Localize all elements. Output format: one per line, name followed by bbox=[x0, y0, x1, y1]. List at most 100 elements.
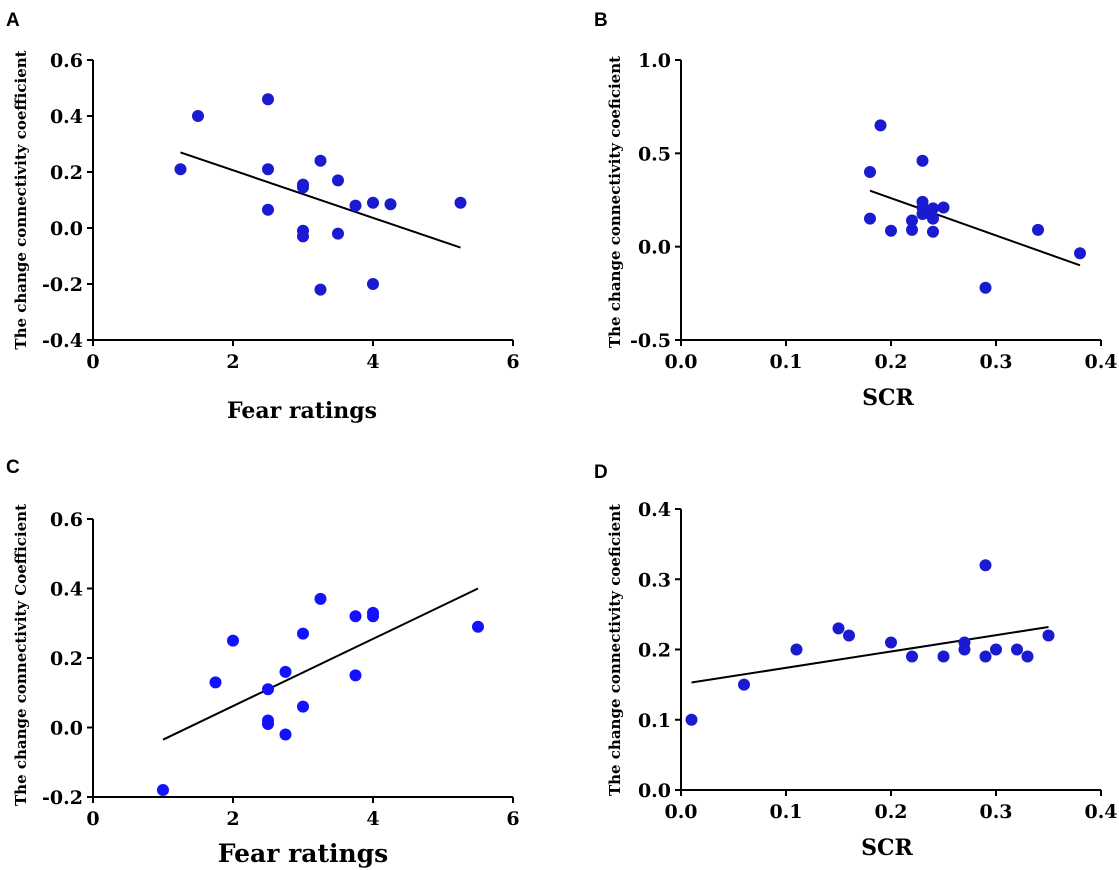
panel-c-data-point bbox=[349, 669, 362, 682]
panel-a-data-point bbox=[262, 93, 274, 106]
panel-b-plot: -0.50.00.51.00.0 0.1 0.2 0.3 0.4 bbox=[630, 50, 1117, 373]
panel-d-x-tick-label: 0.4 bbox=[1084, 801, 1117, 823]
panel-a-y-tick-label: 0.2 bbox=[50, 162, 83, 184]
panel-b-data-point bbox=[864, 166, 876, 178]
panel-letter-a: A bbox=[6, 10, 20, 31]
panel-b-y-tick-label: -0.5 bbox=[630, 330, 671, 352]
panel-a-data-point bbox=[349, 199, 362, 212]
panel-b-data-point bbox=[937, 201, 950, 214]
panel-a-data-point bbox=[367, 196, 379, 209]
panel-b-data-point bbox=[1032, 223, 1044, 236]
panel-b-data-point bbox=[885, 224, 897, 237]
panel-d-plot: 0.0 0.1 0.2 0.3 0.4 0.0 0.1 0.2 0.3 0.4 bbox=[638, 499, 1118, 823]
panel-c-data-point bbox=[262, 718, 274, 731]
panel-d-y-tick-label: 0.4 bbox=[638, 499, 671, 521]
panel-d-data-point bbox=[979, 650, 992, 663]
panel-d-data-point bbox=[685, 713, 698, 726]
panel-c-data-point bbox=[209, 676, 222, 689]
panel-d-fit-line bbox=[691, 626, 1049, 684]
panel-c-y-title: The change connectivity Coefficient bbox=[12, 504, 30, 806]
panel-c-x-tick-label: 6 bbox=[506, 808, 519, 830]
panel-a-y-tick-label: 0.6 bbox=[50, 50, 83, 72]
panel-b-data-point bbox=[906, 223, 918, 236]
panel-d-data-point bbox=[790, 643, 803, 656]
panel-c-data-point bbox=[157, 784, 169, 797]
panel-b-y-tick-label: 0.5 bbox=[638, 143, 671, 165]
panel-c-y-tick-label: 0.2 bbox=[50, 648, 83, 670]
panel-c-x-tick-label: 2 bbox=[226, 808, 239, 830]
panel-d-data-point bbox=[843, 629, 855, 642]
panel-c-data-point bbox=[314, 592, 327, 605]
panel-d-data-point bbox=[906, 650, 918, 663]
panel-b-data-point bbox=[927, 225, 939, 238]
panel-c-y-tick-label: 0.4 bbox=[50, 579, 83, 601]
panel-d-x-tick-label: 0.0 bbox=[664, 801, 697, 823]
panel-a-x-tick-label: 4 bbox=[366, 351, 379, 373]
panel-d-y-tick-label: 0.3 bbox=[638, 569, 671, 591]
panel-d-data-point bbox=[990, 643, 1002, 656]
panel-a-y-tick-label: 0.0 bbox=[50, 218, 83, 240]
panel-c-data-point bbox=[349, 610, 362, 623]
panel-c-y-tick-label: -0.2 bbox=[42, 787, 83, 809]
panel-letter-d: D bbox=[594, 462, 608, 483]
panel-d-data-point bbox=[885, 636, 897, 649]
panel-a-data-point bbox=[297, 181, 309, 194]
panel-c-x-tick-label: 0 bbox=[86, 808, 99, 830]
panel-d-x-tick-label: 0.1 bbox=[769, 801, 802, 823]
panel-d-x-tick-label: 0.3 bbox=[979, 801, 1012, 823]
panel-b-data-point bbox=[927, 202, 939, 215]
panel-a-data-point bbox=[367, 278, 379, 290]
panel-a-data-point bbox=[192, 110, 204, 122]
panel-b-fit-line bbox=[869, 189, 1081, 267]
panel-b: B -0.50.00.51.00.0 0.1 0.2 0.3 0.4 SCR The c… bbox=[594, 10, 1118, 411]
panel-c-x-tick-label: 4 bbox=[366, 808, 379, 830]
panel-a-y-tick-label: 0.4 bbox=[50, 106, 83, 128]
panel-a: A -0.4-0.20.00.20.40.60 2 4 6 Fear ratings … bbox=[6, 10, 520, 424]
panel-d-data-point bbox=[832, 622, 845, 635]
panel-d-data-point bbox=[937, 650, 950, 663]
panel-c-data-point bbox=[279, 665, 292, 678]
panel-a-data-point bbox=[314, 154, 327, 167]
panel-a-data-point bbox=[174, 163, 187, 176]
panel-letter-b: B bbox=[594, 10, 608, 31]
panel-a-data-point bbox=[262, 203, 274, 216]
panel-b-data-point bbox=[979, 281, 992, 294]
panel-letter-c: C bbox=[6, 457, 20, 478]
panel-c-y-tick-label: 0.6 bbox=[50, 509, 83, 531]
panel-d-y-title: The change connectivity coeficient bbox=[606, 504, 624, 796]
panel-b-y-tick-label: 0.0 bbox=[638, 237, 671, 259]
panel-b-y-title: The change connectivity coeficient bbox=[606, 56, 624, 348]
panel-b-x-tick-label: 0.2 bbox=[874, 351, 907, 373]
panel-c-y-tick-label: 0.0 bbox=[50, 718, 83, 740]
panel-b-data-point bbox=[927, 212, 939, 225]
panel-d-x-tick-label: 0.2 bbox=[874, 801, 907, 823]
panel-d-y-tick-label: 0.2 bbox=[638, 640, 671, 662]
panel-d-data-point bbox=[979, 559, 992, 572]
panel-b-data-point bbox=[916, 154, 929, 167]
panel-c-plot: -0.2 0.0 0.2 0.4 0.6 0 2 4 6 bbox=[42, 509, 520, 830]
panel-b-x-tick-label: 0.3 bbox=[979, 351, 1012, 373]
panel-c-data-point bbox=[472, 620, 484, 633]
panel-c-data-point bbox=[279, 728, 292, 741]
panel-c-data-point bbox=[367, 610, 379, 623]
panel-c: C -0.2 0.0 0.2 0.4 0.6 0 2 4 6 Fear ratings The … bbox=[6, 457, 520, 868]
panel-c-fit-line bbox=[162, 587, 479, 741]
panel-b-data-point bbox=[1074, 247, 1086, 260]
panel-d-y-tick-label: 0.0 bbox=[638, 780, 671, 802]
panel-a-y-title: The change connectivity coefficient bbox=[12, 50, 30, 349]
panel-d-data-point bbox=[738, 678, 750, 691]
panel-a-plot: -0.4 -0.2 0.0 0.2 0.4 0.6 0 2 4 6 bbox=[42, 50, 520, 373]
panel-a-y-tick-label: -0.4 bbox=[42, 330, 83, 352]
panel-a-data-point bbox=[262, 163, 274, 176]
panel-d-y-tick-label: 0.1 bbox=[638, 710, 671, 732]
panel-d-data-point bbox=[1021, 650, 1034, 663]
panel-a-x-title: Fear ratings bbox=[227, 398, 377, 424]
panel-d-data-point bbox=[958, 643, 971, 656]
panel-c-data-point bbox=[297, 700, 309, 713]
panel-c-data-point bbox=[227, 634, 239, 647]
panel-d-x-title: SCR bbox=[861, 835, 913, 861]
panel-a-data-point bbox=[314, 283, 327, 296]
panel-c-data-point bbox=[262, 683, 274, 696]
